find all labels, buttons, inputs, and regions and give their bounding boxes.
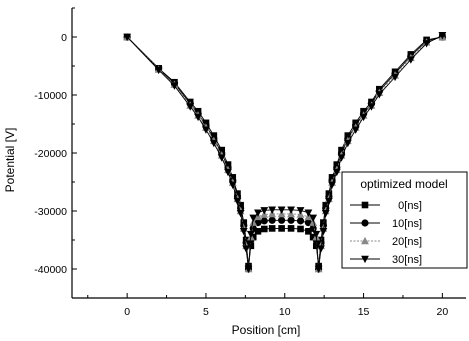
- data-point: [278, 225, 285, 232]
- data-point: [351, 126, 360, 134]
- x-tick-label: 5: [203, 306, 209, 318]
- y-tick-label: -30000: [34, 206, 67, 218]
- data-point: [217, 154, 226, 162]
- data-point: [244, 265, 253, 274]
- data-point: [375, 91, 384, 99]
- legend-marker: [361, 255, 369, 264]
- data-point: [312, 230, 321, 239]
- data-point: [296, 207, 305, 215]
- data-point: [277, 206, 286, 214]
- data-point: [367, 103, 376, 111]
- data-point: [194, 113, 202, 122]
- x-tick-label: 20: [437, 306, 449, 318]
- data-point: [321, 210, 330, 218]
- legend-label: 0[ns]: [398, 200, 422, 212]
- data-point: [260, 217, 268, 225]
- data-point: [249, 218, 258, 226]
- data-point: [332, 168, 341, 177]
- legend-marker: [361, 236, 369, 245]
- data-point: [296, 217, 305, 225]
- legend-title: optimized model: [360, 177, 447, 191]
- data-point: [304, 209, 313, 217]
- legend-item-0: 0[ns]: [350, 200, 422, 212]
- data-point: [254, 209, 262, 217]
- legend-box: [341, 171, 468, 269]
- data-point: [224, 168, 232, 177]
- x-tick-label: 10: [279, 306, 291, 318]
- data-point: [309, 218, 318, 226]
- data-point: [438, 31, 447, 40]
- data-point: [309, 214, 318, 223]
- y-tick-label: -40000: [34, 264, 67, 276]
- data-point: [359, 113, 368, 122]
- data-point: [247, 242, 255, 250]
- data-point: [246, 230, 255, 239]
- legend-label: 30[ns]: [392, 254, 422, 266]
- data-point: [343, 139, 352, 148]
- data-point: [228, 181, 237, 189]
- data-point: [249, 233, 257, 241]
- data-point: [337, 154, 346, 162]
- data-point: [422, 40, 431, 48]
- data-point: [314, 265, 323, 274]
- data-point: [260, 207, 269, 215]
- data-point: [312, 242, 320, 250]
- data-point: [305, 228, 312, 235]
- data-point: [278, 216, 286, 224]
- data-point: [391, 73, 399, 82]
- data-point: [268, 216, 276, 224]
- data-point: [242, 245, 251, 253]
- data-point: [239, 228, 248, 236]
- legend-item-2: 20[ns]: [350, 236, 422, 248]
- data-point: [328, 181, 336, 189]
- legend-item-1: 10[ns]: [350, 218, 422, 230]
- data-point: [297, 225, 304, 233]
- legend-label: 20[ns]: [392, 236, 422, 248]
- data-point: [268, 206, 277, 214]
- y-tick-label: -10000: [34, 90, 67, 102]
- legend-items: 0[ns] 10[ns] 20[ns] 30[ns]: [350, 200, 422, 266]
- data-point: [170, 82, 179, 90]
- y-axis-title: Potential [V]: [3, 128, 17, 193]
- data-point: [260, 225, 268, 233]
- data-point: [319, 228, 328, 236]
- data-point: [406, 56, 415, 64]
- legend: optimized model 0[ns] 10[ns] 20[ns] 30[ns]: [341, 171, 468, 269]
- x-axis-title: Position [cm]: [232, 323, 301, 337]
- data-point: [249, 214, 258, 223]
- data-point: [154, 66, 163, 75]
- legend-marker: [361, 219, 369, 227]
- data-point: [324, 197, 333, 206]
- data-point: [209, 139, 218, 148]
- data-point: [287, 216, 295, 224]
- series-layer: [123, 31, 447, 274]
- data-point: [236, 210, 245, 218]
- data-point: [268, 225, 276, 232]
- data-point: [317, 245, 325, 253]
- ticks: 0 5 10 15 20 0 -10000 -20000 -30000 -40000: [34, 7, 449, 318]
- series-3: [123, 31, 447, 274]
- data-point: [254, 228, 262, 235]
- x-tick-label: 0: [124, 306, 130, 318]
- data-point: [233, 197, 242, 206]
- data-point: [123, 33, 132, 42]
- data-point: [287, 225, 295, 232]
- x-tick-label: 15: [358, 306, 370, 318]
- data-point: [186, 103, 195, 111]
- data-point: [202, 126, 210, 134]
- y-tick-label: -20000: [34, 148, 67, 160]
- legend-label: 10[ns]: [392, 218, 422, 230]
- legend-marker: [361, 201, 369, 209]
- data-point: [309, 233, 317, 241]
- legend-item-3: 30[ns]: [350, 254, 422, 266]
- y-tick-label: 0: [61, 32, 67, 44]
- data-point: [287, 206, 295, 214]
